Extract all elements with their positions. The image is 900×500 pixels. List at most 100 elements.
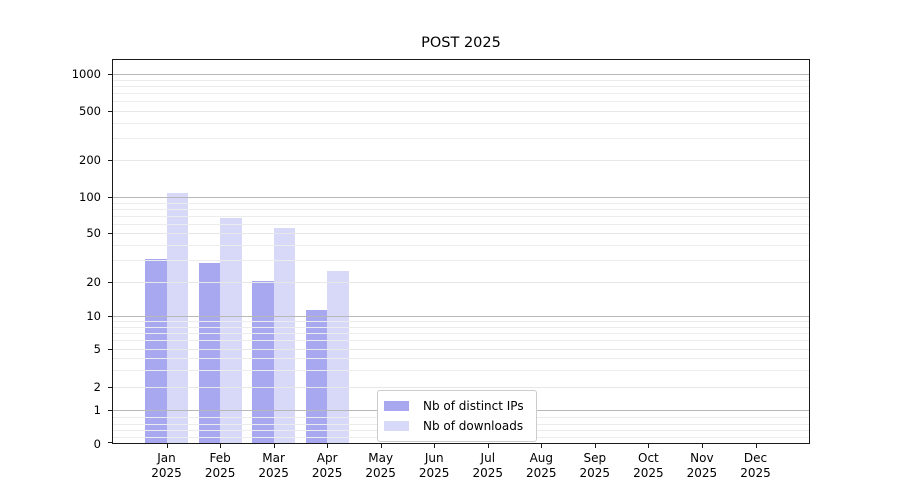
x-tick-nov [701, 444, 703, 448]
y-tick-5 [108, 349, 112, 350]
gridline-20 [113, 282, 809, 283]
bar-downloads-jan [166, 193, 189, 443]
chart-title: POST 2025 [421, 35, 501, 51]
bar-distinct-ips-apr [305, 310, 328, 443]
y-tick-100 [108, 197, 112, 198]
y-tick-20 [108, 282, 112, 283]
gridline-8 [113, 326, 809, 328]
x-tick-label-jan: Jan 2025 [137, 451, 197, 481]
x-tick-month: Mar [262, 451, 285, 465]
x-tick-year: 2025 [472, 466, 504, 480]
x-tick-year: 2025 [686, 466, 718, 480]
x-tick-month: Sep [583, 451, 607, 465]
y-tick-label-200: 200 [79, 153, 101, 167]
x-tick-dec [755, 444, 757, 448]
x-tick-label-nov: Nov 2025 [672, 451, 732, 481]
plot-area: Nb of distinct IPs Nb of downloads 0 1 2 5 1… [72, 59, 810, 480]
x-tick-may [380, 444, 382, 448]
x-tick-month: Feb [209, 451, 231, 465]
x-tick-month: Oct [638, 451, 659, 465]
bar-distinct-ips-mar [252, 281, 274, 443]
gridline-7 [113, 333, 809, 334]
legend-item-distinct-ips: Nb of distinct IPs [384, 399, 524, 413]
gridline-300 [113, 138, 809, 140]
x-tick-year: 2025 [151, 466, 182, 480]
y-tick-label-20: 20 [86, 275, 101, 289]
legend-label-downloads: Nb of downloads [423, 419, 524, 433]
gridline-90 [113, 202, 809, 204]
x-tick-month: Apr [316, 451, 338, 465]
x-tick-label-aug: Aug 2025 [511, 451, 571, 481]
gridline-500 [113, 111, 809, 112]
x-tick-jan [166, 444, 168, 448]
legend-swatch-downloads [384, 421, 409, 431]
legend-label-distinct-ips: Nb of distinct IPs [423, 399, 524, 413]
x-tick-aug [541, 444, 543, 448]
gridline-700 [113, 93, 809, 94]
y-tick-label-5: 5 [93, 342, 101, 356]
y-tick-1000 [108, 74, 112, 75]
x-tick-month: Nov [690, 451, 714, 465]
y-tick-200 [108, 160, 112, 161]
x-tick-label-oct: Oct 2025 [618, 451, 678, 481]
x-tick-year: 2025 [526, 466, 557, 480]
x-tick-label-may: May 2025 [351, 451, 411, 481]
x-tick-year: 2025 [204, 466, 236, 480]
x-tick-month: Jul [480, 451, 496, 465]
x-tick-label-jul: Jul 2025 [458, 451, 518, 481]
y-tick-0 [108, 442, 112, 443]
x-tick-year: 2025 [258, 466, 289, 480]
y-tick-label-100: 100 [79, 190, 101, 204]
bar-downloads-apr [327, 271, 349, 443]
x-tick-label-feb: Feb 2025 [190, 451, 250, 481]
bar-downloads-mar [273, 228, 296, 443]
gridline-80 [113, 208, 809, 210]
gridline-5 [113, 349, 809, 350]
x-tick-label-mar: Mar 2025 [244, 451, 304, 481]
gridline-9 [113, 321, 809, 322]
gridline-70 [113, 215, 809, 217]
gridline-900 [113, 79, 809, 81]
legend: Nb of distinct IPs Nb of downloads [377, 390, 537, 442]
x-tick-month: Jun [424, 451, 444, 465]
x-tick-label-dec: Dec 2025 [726, 451, 786, 481]
x-tick-year: 2025 [579, 466, 611, 480]
gridline-600 [113, 101, 809, 103]
y-tick-label-2: 2 [93, 380, 101, 394]
y-tick-500 [108, 111, 112, 112]
x-tick-month: Aug [529, 451, 554, 465]
gridline-800 [113, 85, 809, 87]
gridline-50 [113, 233, 809, 234]
y-tick-10 [108, 316, 112, 317]
y-tick-label-0: 0 [93, 437, 101, 451]
x-tick-mar [273, 444, 275, 448]
y-tick-label-1000: 1000 [71, 67, 101, 81]
bar-downloads-feb [220, 218, 242, 443]
y-tick-2 [108, 387, 112, 388]
gridline-1000 [113, 74, 809, 75]
y-tick-label-500: 500 [79, 104, 101, 118]
x-tick-year: 2025 [311, 466, 343, 480]
gridline-40 [113, 244, 809, 246]
x-tick-month: Jan [157, 451, 176, 465]
legend-item-downloads: Nb of downloads [384, 419, 524, 433]
x-tick-sep [594, 444, 596, 448]
y-tick-label-50: 50 [86, 226, 101, 240]
x-tick-year: 2025 [418, 466, 450, 480]
x-tick-label-apr: Apr 2025 [297, 451, 357, 481]
y-tick-label-1: 1 [93, 403, 101, 417]
x-tick-year: 2025 [740, 466, 771, 480]
bar-distinct-ips-jan [145, 259, 167, 443]
x-tick-feb [220, 444, 222, 448]
legend-swatch-distinct-ips [384, 401, 409, 411]
x-tick-label-jun: Jun 2025 [404, 451, 464, 481]
gridline-400 [113, 122, 809, 124]
x-tick-month: May [368, 451, 394, 465]
gridline-100 [113, 197, 809, 198]
y-tick-50 [108, 233, 112, 234]
bar-distinct-ips-feb [198, 263, 221, 443]
x-tick-oct [648, 444, 650, 448]
gridline-2 [113, 387, 809, 388]
x-tick-jul [487, 444, 489, 448]
